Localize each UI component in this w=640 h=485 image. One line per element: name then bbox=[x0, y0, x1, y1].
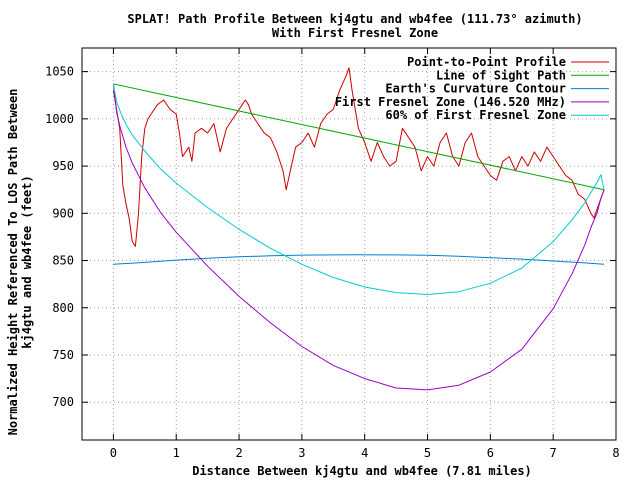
series-layer bbox=[112, 67, 605, 391]
legend-label-2: Earth's Curvature Contour bbox=[385, 82, 566, 96]
y-tick-label: 1050 bbox=[45, 65, 74, 79]
plot-frame bbox=[81, 47, 617, 441]
y-tick-label: 900 bbox=[52, 206, 74, 220]
y-tick-label: 1000 bbox=[45, 112, 74, 126]
legend-label-1: Line of Sight Path bbox=[436, 68, 566, 82]
x-axis-label: Distance Between kj4gtu and wb4fee (7.81… bbox=[192, 464, 532, 478]
x-tick-label: 5 bbox=[424, 446, 431, 460]
x-tick-label: 3 bbox=[298, 446, 305, 460]
y-tick-label: 850 bbox=[52, 254, 74, 268]
chart-title-line1: SPLAT! Path Profile Between kj4gtu and w… bbox=[127, 12, 582, 26]
y-tick-label: 700 bbox=[52, 395, 74, 409]
x-tick-label: 2 bbox=[235, 446, 242, 460]
chart-title-line2: With First Fresnel Zone bbox=[272, 26, 438, 40]
y-axis-label-line1: Normalized Height Referenced To LOS Path… bbox=[6, 89, 20, 436]
series-line-3 bbox=[112, 83, 605, 391]
y-tick-label: 950 bbox=[52, 159, 74, 173]
y-tick-label: 800 bbox=[52, 301, 74, 315]
tick-layer: 0 1 2 3 4 5 6 7 8 700 750 800 850 900 950 1000 1050 bbox=[45, 48, 620, 460]
x-tick-label: 1 bbox=[173, 446, 180, 460]
legend-label-0: Point-to-Point Profile bbox=[407, 55, 566, 69]
y-tick-label: 750 bbox=[52, 348, 74, 362]
x-tick-label: 8 bbox=[612, 446, 619, 460]
series-line-4 bbox=[112, 83, 605, 295]
y-axis-label-line2: kj4gtu and wb4fee (feet) bbox=[20, 175, 34, 348]
x-tick-label: 7 bbox=[550, 446, 557, 460]
series-line-2 bbox=[113, 254, 605, 265]
x-tick-label: 0 bbox=[110, 446, 117, 460]
x-tick-label: 6 bbox=[487, 446, 494, 460]
legend-label-4: 60% of First Fresnel Zone bbox=[385, 108, 566, 122]
x-tick-label: 4 bbox=[361, 446, 368, 460]
legend-label-3: First Fresnel Zone (146.520 MHz) bbox=[335, 95, 566, 109]
series-line-1 bbox=[113, 83, 605, 191]
